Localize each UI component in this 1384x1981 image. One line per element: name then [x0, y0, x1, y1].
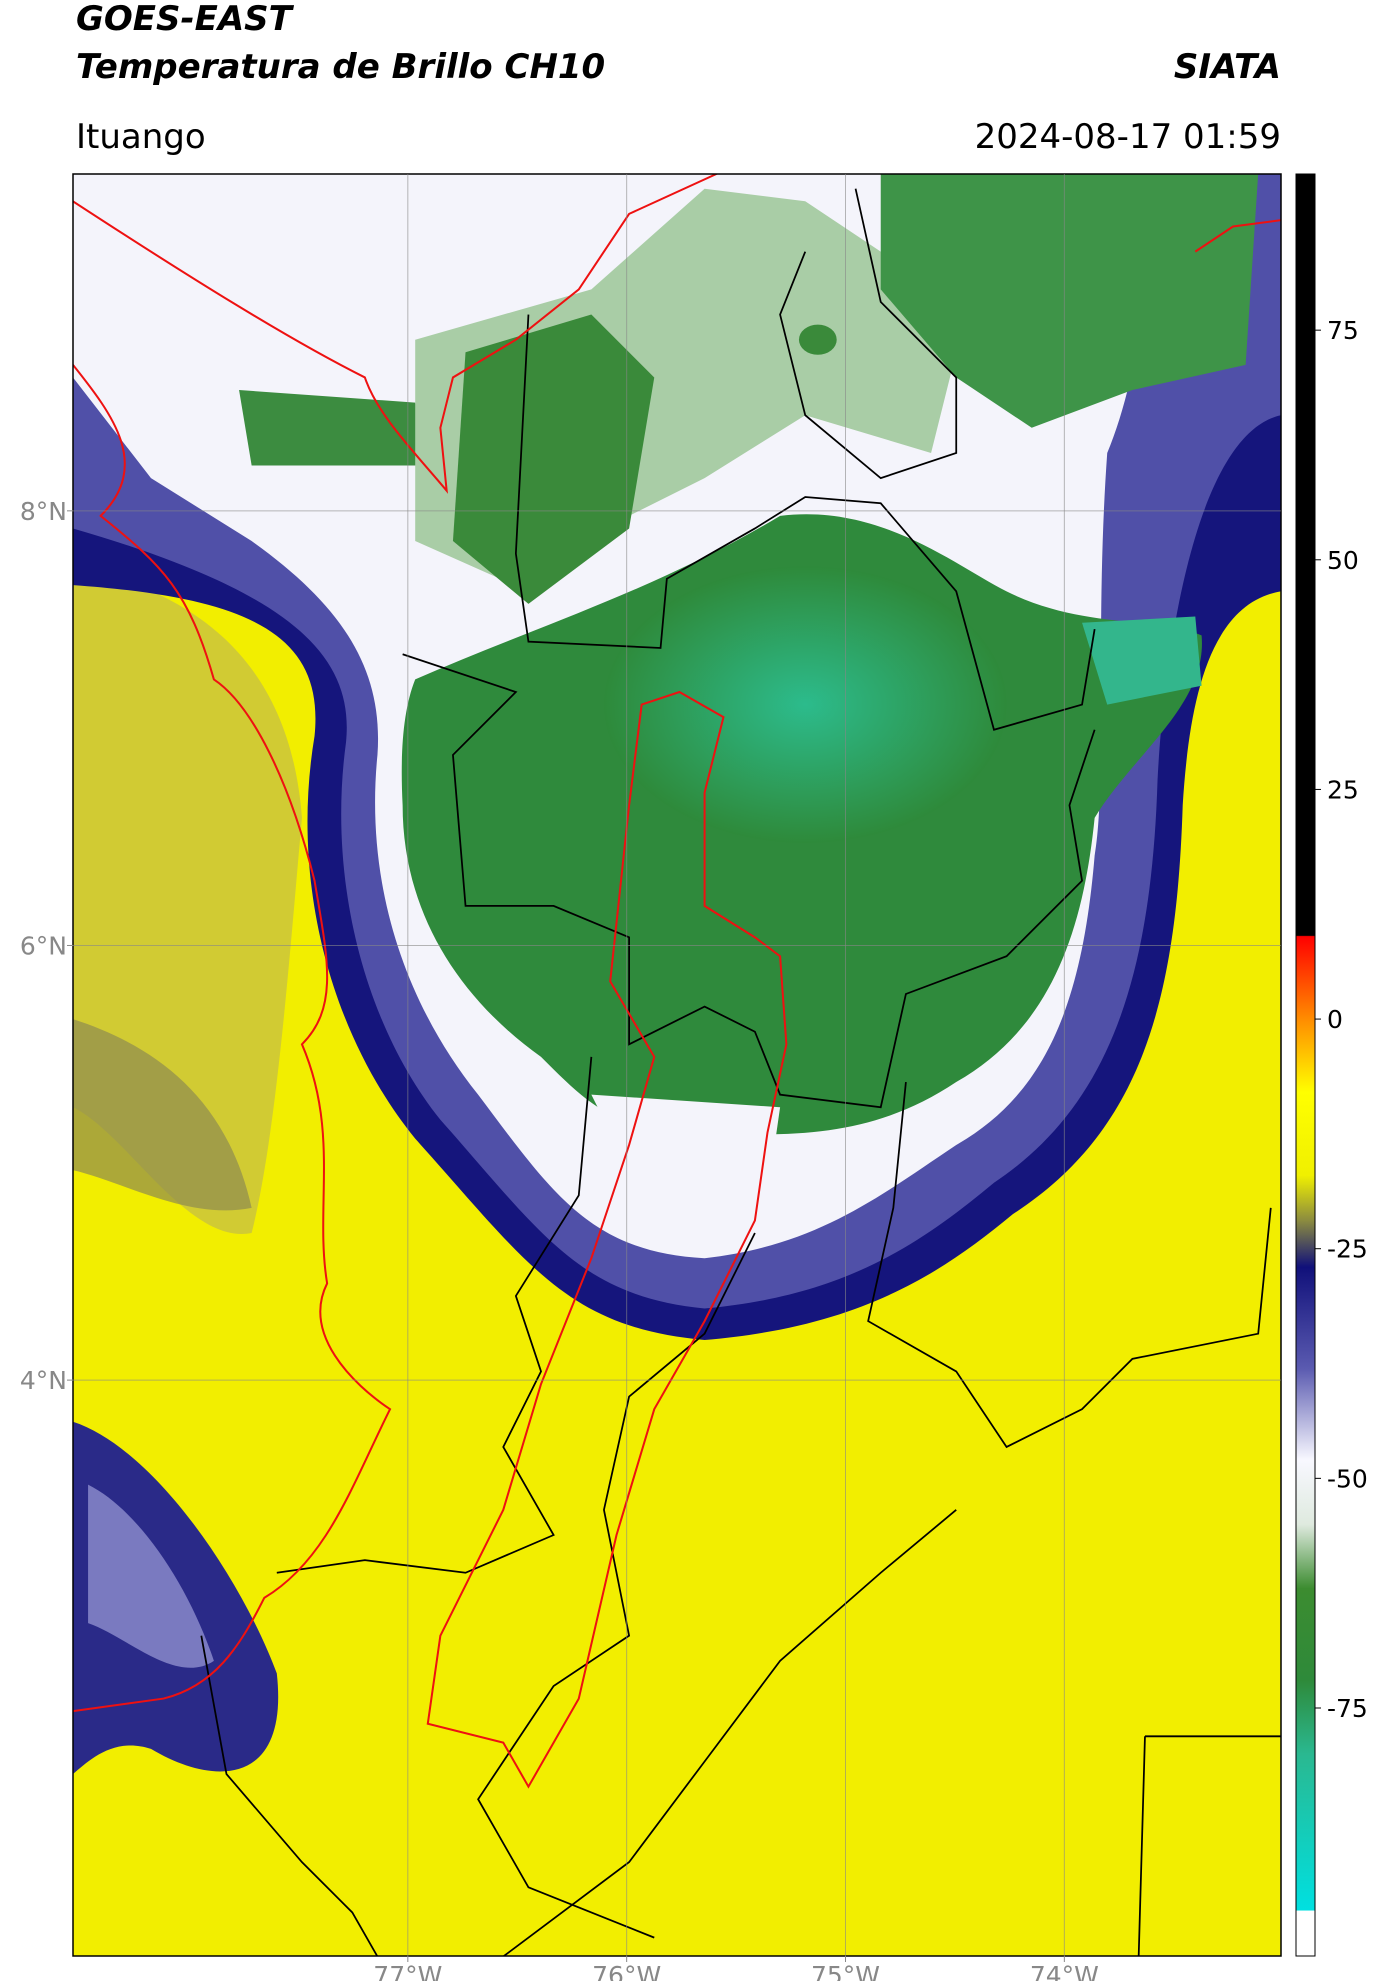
- x-tick-label: 77°W: [373, 1961, 442, 1981]
- y-tick-label: 4°N: [20, 1366, 67, 1395]
- satellite-image: [72, 173, 1281, 1957]
- title-line1: GOES-EAST: [76, 0, 295, 39]
- colorbar-tick-label: 50: [1327, 546, 1359, 575]
- map-frame: [72, 173, 1282, 1957]
- colorbar-tick-label: -75: [1327, 1694, 1368, 1723]
- x-tick-label: 74°W: [1030, 1961, 1099, 1981]
- y-tick-label: 6°N: [20, 931, 67, 960]
- location: Ituango: [76, 117, 206, 157]
- colorbar-tick-label: -50: [1327, 1464, 1368, 1493]
- timestamp: 2024-08-17 01:59: [975, 117, 1281, 157]
- brand: SIATA: [1174, 47, 1281, 87]
- colorbar-tick-label: 0: [1327, 1005, 1343, 1034]
- colorbar-tick-label: 25: [1327, 775, 1359, 804]
- x-tick-label: 76°W: [592, 1961, 661, 1981]
- y-tick-label: 8°N: [20, 497, 67, 526]
- colorbar: [1295, 173, 1316, 1957]
- title-line2: Temperatura de Brillo CH10: [76, 47, 605, 87]
- x-tick-label: 75°W: [811, 1961, 880, 1981]
- colorbar-tick-label: -25: [1327, 1235, 1368, 1264]
- colorbar-tick-label: 75: [1327, 316, 1359, 345]
